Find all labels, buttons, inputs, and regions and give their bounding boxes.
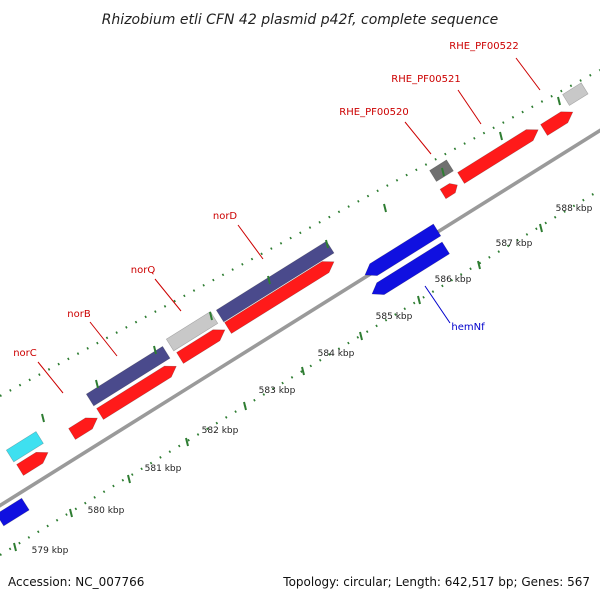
label-norC[interactable]: norC: [13, 348, 37, 359]
ruler-tick-upper: [41, 413, 45, 423]
ruler-tick-upper: [557, 96, 561, 106]
tick-label-586: 586 kbp: [435, 275, 472, 285]
tick-label-584: 584 kbp: [318, 349, 355, 359]
ruler-tick-lower: [69, 508, 73, 518]
backbone-line: [0, 128, 600, 508]
features: [0, 82, 589, 527]
leader-hemNf: [424, 285, 451, 324]
tick-label-585: 585 kbp: [376, 312, 413, 322]
leader-norB: [89, 321, 118, 357]
ruler-tick-lower: [185, 437, 189, 447]
label-rhe-pf00522[interactable]: RHE_PF00522: [449, 41, 518, 52]
label-hemNf[interactable]: hemNf: [451, 322, 485, 333]
gene-arrow-hemNf-upper[interactable]: [364, 223, 442, 276]
cds-arrow-rhe-pf00520[interactable]: [439, 183, 458, 200]
tick-label-581: 581 kbp: [145, 464, 182, 474]
backbone: [0, 128, 600, 508]
label-norD[interactable]: norD: [213, 211, 238, 222]
label-norQ[interactable]: norQ: [131, 265, 156, 276]
ruler-tick-upper: [383, 203, 387, 213]
ruler-tick-lower: [477, 260, 481, 270]
leader-rhe-pf00521: [457, 89, 482, 125]
leader-norC: [37, 361, 64, 394]
gene-arrow-norB[interactable]: [85, 345, 171, 407]
cds-arrow-norC[interactable]: [16, 451, 49, 476]
gene-arrow-rhe-pf00522[interactable]: [562, 82, 589, 106]
gene-arrow-reverse-left[interactable]: [0, 497, 30, 527]
ruler-tick-upper: [153, 345, 157, 355]
tick-label-587: 587 kbp: [496, 239, 533, 249]
gene-arrow-norQ[interactable]: [165, 311, 219, 352]
cds-arrow-norB[interactable]: [96, 365, 177, 420]
ruler-tick-upper: [499, 131, 503, 141]
label-norB[interactable]: norB: [67, 309, 91, 320]
gene-arrow-norD[interactable]: [215, 240, 335, 323]
cds-arrow-rhe-pf00521[interactable]: [457, 129, 539, 184]
ruler-row-upper: [0, 69, 600, 397]
ruler-tick-lower: [301, 366, 305, 376]
ruler-tick-upper: [209, 311, 213, 321]
leader-norD: [237, 224, 264, 260]
map-title: Rhizobium etli CFN 42 plasmid p42f, comp…: [102, 12, 499, 28]
gene-arrow-norC[interactable]: [5, 431, 44, 463]
accession-text: Accession: NC_007766: [8, 575, 144, 589]
ruler-dots: [0, 69, 600, 556]
cds-arrow-rhe-pf00522[interactable]: [540, 111, 574, 136]
label-rhe-pf00521[interactable]: RHE_PF00521: [391, 74, 460, 85]
ruler-tick-upper: [325, 239, 329, 249]
label-rhe-pf00520[interactable]: RHE_PF00520: [339, 107, 408, 118]
ruler-tick-upper: [95, 379, 99, 389]
tick-label-582: 582 kbp: [202, 426, 239, 436]
cds-arrow-norD[interactable]: [224, 261, 335, 334]
tick-label-580: 580 kbp: [88, 506, 125, 516]
label-leaders: [37, 57, 541, 394]
ruler-tick-lower: [243, 401, 247, 411]
tick-label-579: 579 kbp: [32, 546, 69, 556]
tick-label-583: 583 kbp: [259, 386, 296, 396]
ruler-ticks: [13, 96, 561, 552]
ruler-tick-lower: [417, 295, 421, 305]
leader-rhe-pf00520: [404, 121, 432, 155]
summary-text: Topology: circular; Length: 642,517 bp; …: [282, 575, 590, 589]
ruler-tick-lower: [539, 223, 543, 233]
gene-arrow-rhe-pf00520[interactable]: [429, 159, 454, 182]
tick-label-588: 588 kbp: [556, 204, 593, 214]
ruler-tick-lower: [127, 474, 131, 484]
cds-arrow-norQ[interactable]: [176, 329, 226, 364]
leader-norQ: [154, 278, 182, 312]
ruler-tick-lower: [13, 542, 17, 552]
ruler-tick-upper: [441, 167, 445, 177]
ruler-tick-upper: [267, 275, 271, 285]
ruler-tick-lower: [359, 331, 363, 341]
cds-arrow-norB-start[interactable]: [68, 417, 98, 440]
leader-rhe-pf00522: [515, 57, 541, 91]
gene-arrow-hemNf[interactable]: [371, 241, 450, 295]
